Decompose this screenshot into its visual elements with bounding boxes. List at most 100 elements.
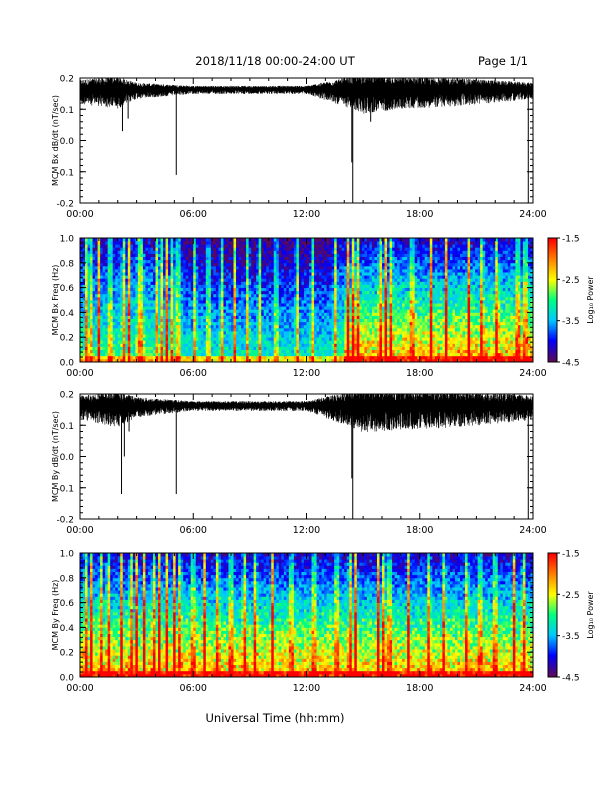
spectrogram-cell [140, 321, 144, 326]
spectrogram-cell [175, 306, 179, 310]
spectrogram-cell [231, 337, 234, 341]
spectrogram-cell [241, 306, 244, 310]
spectrogram-cell [311, 256, 315, 261]
spectrogram-cell [163, 327, 166, 332]
spectrogram-cell [329, 275, 333, 279]
spectrogram-cell [185, 256, 189, 261]
spectrogram-cell [228, 358, 232, 363]
spectrogram-cell [95, 265, 99, 270]
spectrogram-cell [339, 331, 343, 335]
spectrogram-cell [135, 296, 139, 301]
spectrogram-cell [160, 309, 164, 313]
spectrogram-cell [271, 355, 275, 360]
spectrogram-cell [208, 303, 212, 307]
spectrogram-cell [286, 281, 290, 285]
spectrogram-cell [253, 318, 257, 323]
spectrogram-cell [112, 269, 116, 273]
spectrogram-cell [276, 265, 280, 270]
spectrogram-cell [102, 324, 106, 329]
spectrogram-cell [351, 303, 355, 307]
spectrogram-cell [115, 300, 119, 304]
spectrogram-cell [384, 287, 388, 292]
spectrogram-cell [246, 265, 250, 270]
spectrogram-cell [92, 278, 96, 282]
spectrogram-cell [261, 290, 265, 295]
spectrogram-cell [301, 337, 305, 341]
spectrogram-cell [359, 244, 363, 248]
spectrogram-cell [218, 265, 222, 270]
spectrogram-cell [152, 340, 156, 344]
spectrogram-cell [168, 290, 171, 295]
spectrogram-cell [238, 346, 242, 350]
spectrogram-cell [298, 250, 302, 254]
spectrogram-cell [293, 256, 297, 261]
spectrogram-cell [379, 303, 383, 307]
spectrogram-cell [341, 340, 345, 344]
spectrogram-cell [155, 318, 159, 323]
spectrogram-cell [243, 259, 247, 264]
spectrogram-cell [97, 293, 101, 298]
spectrogram-cell [319, 358, 322, 363]
spectrogram-cell [147, 253, 151, 257]
spectrogram-cell [301, 287, 305, 292]
spectrogram-cell [193, 287, 197, 292]
spectrogram-cell [273, 275, 277, 279]
spectrogram-cell [178, 296, 182, 301]
spectrogram-cell [251, 272, 255, 276]
spectrogram-cell [256, 355, 260, 360]
spectrogram-cell [170, 241, 174, 245]
spectrogram-cell [163, 293, 166, 298]
spectrogram-cell [120, 253, 124, 257]
spectrogram-cell [95, 262, 99, 267]
spectrogram-cell [180, 262, 184, 267]
spectrogram-cell [203, 290, 207, 295]
spectrogram-cell [331, 303, 335, 307]
spectrogram-cell [344, 349, 348, 354]
spectrogram-cell [210, 247, 214, 251]
spectrogram-cell [258, 346, 262, 350]
spectrogram-cell [233, 290, 237, 295]
spectrogram-cell [356, 334, 360, 338]
spectrogram-cell [107, 300, 111, 304]
spectrogram-cell [132, 244, 136, 248]
spectrogram-cell [356, 247, 360, 251]
spectrogram-cell [346, 259, 350, 264]
spectrogram-cell [341, 278, 345, 282]
spectrogram-cell [130, 321, 134, 326]
spectrogram-cell [137, 312, 141, 316]
spectrogram-cell [100, 312, 104, 316]
spectrogram-cell [225, 306, 229, 310]
spectrogram-cell [95, 238, 99, 242]
spectrogram-cell [80, 269, 83, 273]
spectrogram-cell [382, 265, 385, 270]
spectrogram-cell [248, 346, 252, 350]
spectrogram-cell [180, 327, 184, 332]
spectrogram-cell [100, 250, 104, 254]
spectrogram-cell [379, 284, 383, 288]
spectrogram-cell [158, 337, 161, 341]
spectrogram-cell [142, 281, 146, 285]
spectrogram-cell [256, 262, 260, 267]
spectrogram-cell [251, 287, 255, 292]
spectrogram-cell [102, 340, 106, 344]
spectrogram-cell [203, 306, 207, 310]
spectrogram-cell [82, 306, 86, 310]
spectrogram-cell [251, 352, 255, 357]
spectrogram-cell [215, 256, 219, 261]
spectrogram-cell [263, 256, 267, 261]
spectrogram-cell [233, 269, 237, 273]
spectrogram-cell [286, 284, 290, 288]
spectrogram-cell [168, 275, 171, 279]
spectrogram-cell [341, 303, 345, 307]
spectrogram-cell [183, 241, 187, 245]
spectrogram-cell [140, 358, 144, 363]
spectrogram-cell [303, 303, 307, 307]
spectrogram-cell [120, 275, 124, 279]
spectrogram-cell [175, 253, 179, 257]
spectrogram-cell [366, 355, 370, 360]
spectrogram-cell [236, 275, 239, 279]
spectrogram-cell [218, 337, 222, 341]
spectrogram-cell [208, 259, 212, 264]
spectrogram-cell [215, 318, 219, 323]
spectrogram-cell [273, 309, 277, 313]
